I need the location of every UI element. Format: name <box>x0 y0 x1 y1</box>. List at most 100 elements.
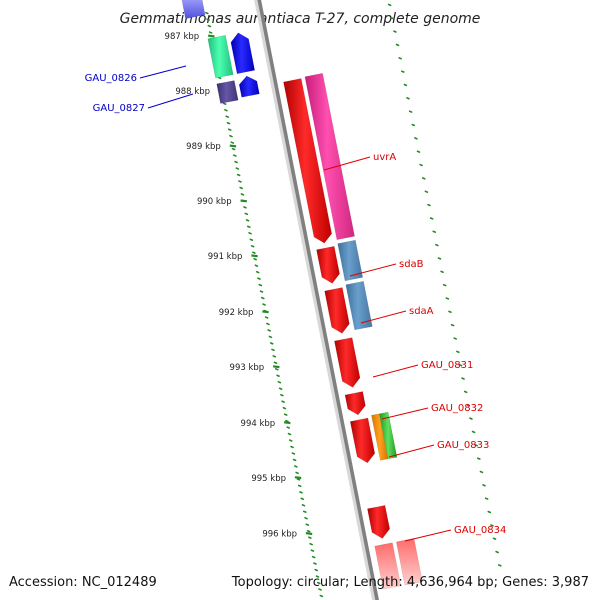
gene-label-gau-0827[interactable]: GAU_0827 <box>93 103 145 114</box>
tick-mark <box>390 17 395 20</box>
tick-mark <box>300 497 305 501</box>
tick-mark <box>424 190 429 193</box>
tick-mark <box>466 404 471 407</box>
tick-mark <box>479 470 484 474</box>
tick-mark <box>240 193 245 196</box>
tick-mark <box>297 484 302 488</box>
backbone-line <box>257 0 379 600</box>
tick-mark <box>308 536 312 539</box>
tick-mark <box>311 555 316 559</box>
gene-label-sdaA[interactable]: sdaA <box>409 306 434 317</box>
tick-mark <box>416 150 421 153</box>
gene-label-gau-0831[interactable]: GAU_0831 <box>421 360 473 371</box>
tick-mark <box>421 177 426 180</box>
tick-mark <box>229 134 233 138</box>
tick-mark <box>463 390 468 394</box>
tick-mark <box>264 316 269 319</box>
tick-mark <box>387 3 392 7</box>
gene-sdaB-cog <box>337 239 364 282</box>
gene-gau-0831-red <box>334 337 361 388</box>
tick-mark <box>290 445 294 449</box>
tick-mark <box>403 83 408 87</box>
leader-line <box>388 444 435 458</box>
tick-mark <box>310 549 315 552</box>
kbp-major-tick <box>305 532 313 536</box>
tick-mark <box>266 322 270 326</box>
kbp-major-tick <box>273 365 280 369</box>
tick-mark <box>492 537 497 540</box>
gene-uvrA-cog <box>304 72 355 241</box>
gene-gau-0832-red <box>344 391 366 416</box>
tick-mark <box>246 225 251 229</box>
kbp-major-tick <box>294 476 302 480</box>
accession-text: Accession: NC_012489 <box>9 575 157 590</box>
kbp-major-tick <box>229 144 237 148</box>
gene-next-cog <box>395 538 423 586</box>
kbp-major-tick <box>283 421 291 425</box>
leader-line <box>404 529 452 542</box>
kbp-label: 989 kbp <box>186 142 221 152</box>
tick-mark <box>296 478 301 481</box>
tick-mark <box>453 337 457 340</box>
gene-label-gau-0834[interactable]: GAU_0834 <box>454 525 506 536</box>
gene-label-leaders <box>139 65 452 542</box>
tick-mark <box>309 542 313 546</box>
tick-mark <box>442 283 447 287</box>
tick-mark <box>497 564 502 567</box>
tick-mark <box>271 348 275 352</box>
tick-mark <box>471 430 476 434</box>
gene-gau-0833-cog-green <box>378 411 398 460</box>
tick-mark <box>268 335 273 339</box>
tick-mark <box>432 230 437 233</box>
tick-mark <box>313 562 317 565</box>
tick-mark <box>281 400 285 403</box>
tick-mark <box>207 24 212 28</box>
kbp-major-tick <box>240 199 247 203</box>
tick-mark <box>305 523 310 526</box>
gene-label-uvrA[interactable]: uvrA <box>373 152 396 163</box>
tick-mark <box>299 491 303 494</box>
gene-gau-0826-blue <box>230 32 256 75</box>
tick-mark <box>282 406 287 410</box>
tick-mark <box>287 432 292 436</box>
gene-label-gau-0832[interactable]: GAU_0832 <box>431 403 483 414</box>
tick-mark <box>482 484 486 487</box>
gene-label-gau-0833[interactable]: GAU_0833 <box>437 440 489 451</box>
tick-mark <box>245 219 250 222</box>
tick-mark <box>316 581 321 585</box>
tick-mark <box>476 457 481 460</box>
tick-mark <box>285 419 289 423</box>
tick-mark <box>227 128 232 131</box>
tick-mark <box>427 203 431 207</box>
kbp-major-tick <box>262 310 269 314</box>
tick-mark <box>315 575 320 578</box>
kbp-major-tick <box>208 34 215 38</box>
tick-mark <box>395 43 400 47</box>
tick-mark <box>276 374 280 377</box>
tick-mark <box>288 439 293 442</box>
gene-label-gau-0826[interactable]: GAU_0826 <box>85 73 137 84</box>
gene-upstream-blue <box>181 0 206 20</box>
tick-mark <box>236 173 241 177</box>
gene-label-sdaB[interactable]: sdaB <box>399 259 424 270</box>
tick-mark <box>435 243 439 247</box>
tick-mark <box>440 270 444 274</box>
leader-line <box>381 407 429 420</box>
gene-sdaB-red <box>316 245 340 284</box>
tick-mark <box>286 426 291 429</box>
tick-mark <box>260 296 265 300</box>
tick-mark <box>273 361 278 365</box>
tick-mark <box>458 363 463 367</box>
leader-line <box>372 364 419 378</box>
tick-mark <box>456 350 460 354</box>
tick-mark <box>295 471 299 475</box>
tick-mark <box>474 444 478 447</box>
kbp-label: 988 kbp <box>175 87 210 97</box>
leader-line <box>139 65 187 79</box>
tick-mark <box>484 497 489 500</box>
gene-features <box>181 0 423 590</box>
tick-mark <box>419 163 423 167</box>
tick-mark <box>411 123 416 127</box>
backbone-shadow <box>254 0 379 600</box>
